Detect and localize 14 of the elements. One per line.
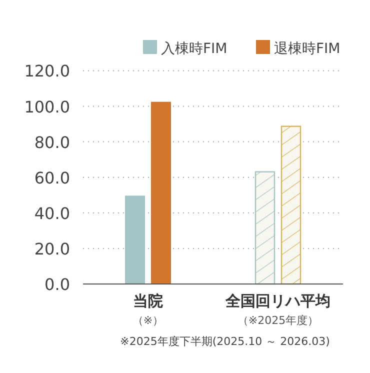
- y-tick-label: 0.0: [44, 275, 70, 294]
- y-tick-label: 60.0: [34, 168, 70, 188]
- legend-label: 退棟時FIM: [274, 41, 340, 57]
- x-tick-label: 全国回リハ平均: [224, 292, 330, 310]
- y-tick-label: 80.0: [34, 132, 70, 152]
- x-tick-label: 当院: [133, 292, 163, 310]
- text: （※）: [132, 314, 164, 327]
- y-tick-label: 20.0: [34, 239, 70, 258]
- y-tick-label: 40.0: [34, 204, 70, 223]
- text: （※2025年度）: [237, 314, 319, 327]
- y-tick-label: 120.0: [24, 62, 70, 81]
- text: ※2025年度下半期(2025.10 ～ 2026.03): [120, 335, 330, 348]
- y-tick-label: 100.0: [24, 97, 70, 116]
- legend-label: 入棟時FIM: [161, 41, 228, 57]
